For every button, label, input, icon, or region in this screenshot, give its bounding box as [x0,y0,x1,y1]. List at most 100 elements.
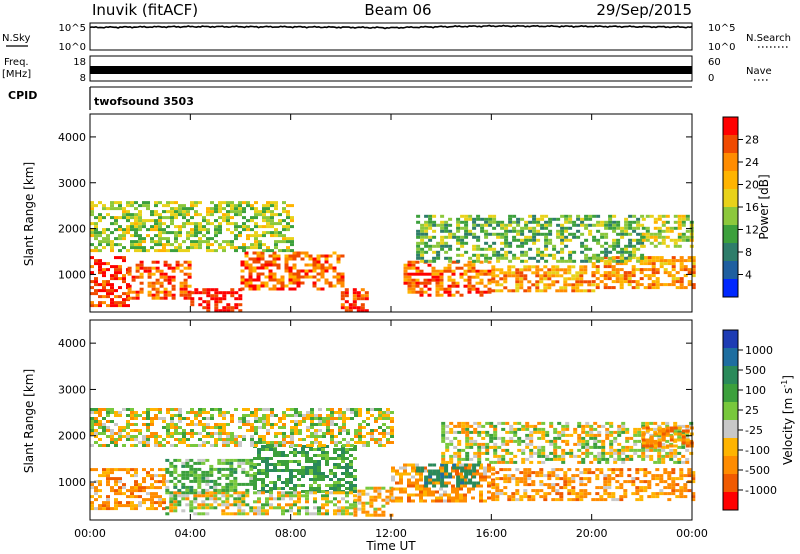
velocity-cell [110,507,114,511]
power-cell [182,213,186,217]
velocity-cell [619,495,624,499]
power-cell [651,256,656,260]
velocity-cell [245,470,250,474]
velocity-cell [274,432,278,435]
velocity-cell [313,460,317,463]
velocity-cell [357,507,362,511]
power-cell [508,250,513,254]
power-cell [536,247,541,251]
power-cell [651,280,656,284]
velocity-cell [297,469,301,472]
power-cell [288,269,293,273]
velocity-cell [245,488,250,492]
velocity-cell [282,411,286,414]
velocity-cell [102,471,106,475]
power-cell [162,228,166,232]
power-cell [290,204,294,208]
velocity-cell [325,451,329,454]
velocity-cell [110,408,114,411]
velocity-cell [234,444,238,447]
velocity-cell [464,469,469,473]
power-cell [146,201,150,205]
power-cell [476,214,481,218]
power-cell [296,281,301,285]
velocity-cell [285,509,289,513]
power-cell [661,223,666,227]
power-cell [532,226,537,230]
power-cell [114,237,118,241]
power-cell [206,300,211,304]
velocity-cell [301,472,305,475]
power-cell [467,263,472,267]
power-cell [415,266,420,270]
velocity-cell [102,429,106,432]
velocity-cell [537,448,542,452]
power-cell [548,223,553,227]
power-cell [568,256,573,260]
power-cell [114,201,118,205]
velocity-cell [555,492,560,496]
power-cell [431,272,436,276]
power-cell [226,213,230,217]
velocity-cell [456,478,461,482]
power-cell [102,228,106,232]
velocity-cell [653,448,658,452]
power-cell [274,222,278,226]
velocity-cell [619,483,624,487]
power-cell [432,250,437,254]
velocity-cell [513,460,518,464]
velocity-cell [289,487,293,490]
velocity-cell [290,435,294,438]
velocity-cell [106,435,110,438]
velocity-cell [463,499,467,503]
velocity-cell [577,460,582,464]
power-cell [616,232,621,236]
velocity-cell [673,451,678,455]
power-cell [592,235,597,239]
velocity-cell [242,423,246,426]
velocity-cell [130,423,134,426]
velocity-cell [441,421,446,425]
velocity-cell [382,411,386,414]
power-cell [604,250,609,254]
velocity-cell [581,424,586,428]
velocity-cell [302,420,306,423]
velocity-cell [337,457,341,460]
power-cell [252,251,257,255]
velocity-cell [114,480,118,484]
power-cell [579,274,584,278]
power-cell [135,293,140,297]
power-cell [641,235,646,239]
power-colorbar-tick-label: 20 [745,179,759,192]
velocity-cell [567,492,572,496]
power-cell [146,204,150,208]
power-cell [460,253,465,257]
velocity-cell [90,426,94,429]
power-cell [564,226,569,230]
velocity-cell [665,444,670,448]
power-cell [154,234,158,238]
velocity-cell [515,480,520,484]
velocity-cell [669,454,674,458]
velocity-cell [254,426,258,429]
power-cell [649,241,654,245]
power-cell [427,281,432,285]
power-cell [146,234,150,238]
velocity-cell [130,507,134,511]
power-cell [110,292,114,296]
velocity-cell [222,429,226,432]
velocity-cell [441,439,446,443]
power-cell [504,241,509,245]
velocity-cell [286,435,290,438]
velocity-cell [565,451,570,455]
velocity-cell [411,469,415,473]
power-cell [428,247,433,251]
velocity-cell [489,439,494,443]
velocity-cell [146,411,150,414]
velocity-cell [669,442,674,446]
power-cell [653,232,658,236]
velocity-cell [310,408,314,411]
velocity-cell [289,469,293,472]
power-cell [122,216,126,220]
